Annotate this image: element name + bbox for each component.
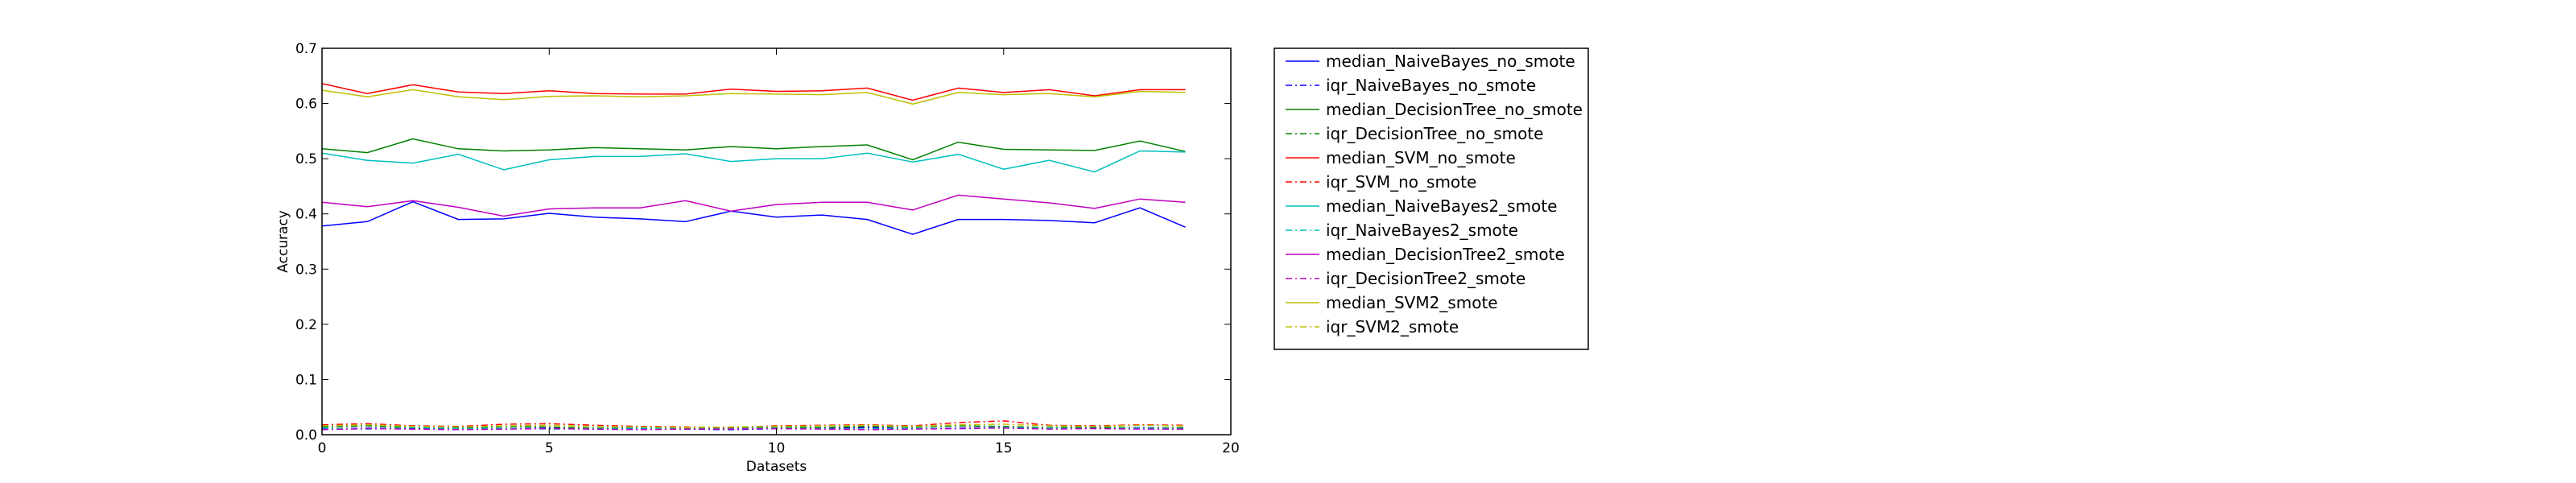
series-lines — [322, 83, 1186, 431]
legend-entry: iqr_SVM2_smote — [1286, 317, 1459, 336]
legend-entry: median_SVM2_smote — [1286, 293, 1498, 312]
plot-area-frame — [321, 47, 1232, 436]
series-line-iqr-naivebayes-no-smote — [322, 427, 1186, 431]
legend-entry: iqr_DecisionTree2_smote — [1286, 269, 1525, 288]
series-line-iqr-svm2-smote — [322, 423, 1186, 428]
series-line-median-decisiontree-no-smote — [322, 138, 1186, 161]
legend-frame — [1274, 47, 1589, 350]
legend-label: median_NaiveBayes2_smote — [1326, 196, 1557, 216]
legend-label: median_SVM2_smote — [1326, 293, 1498, 312]
legend-entry: median_SVM_no_smote — [1286, 148, 1516, 167]
legend-label: iqr_DecisionTree2_smote — [1326, 269, 1525, 288]
y-tick-label: 0.6 — [295, 97, 317, 113]
series-line-median-svm-no-smote — [322, 83, 1186, 101]
series-line-median-svm2-smote — [322, 89, 1186, 105]
y-tick-label: 0.1 — [295, 372, 317, 388]
y-tick-label: 0.3 — [295, 262, 317, 278]
legend-label: iqr_NaiveBayes_no_smote — [1326, 76, 1536, 95]
x-tick-label: 5 — [545, 440, 554, 456]
legend-label: iqr_SVM2_smote — [1326, 317, 1459, 336]
legend-entry: median_DecisionTree_no_smote — [1286, 100, 1583, 119]
x-axis-ticks: 0 5 10 15 20 — [318, 48, 1240, 456]
legend-entry: iqr_NaiveBayes2_smote — [1286, 221, 1518, 240]
series-line-iqr-decisiontree-no-smote — [322, 425, 1186, 430]
x-tick-label: 0 — [318, 440, 327, 456]
y-tick-label: 0.7 — [295, 41, 317, 57]
legend-label: iqr_DecisionTree_no_smote — [1326, 124, 1544, 143]
y-tick-label: 0.4 — [295, 207, 317, 223]
legend-entry: median_NaiveBayes_no_smote — [1286, 52, 1575, 71]
legend: median_NaiveBayes_no_smote iqr_NaiveBayes… — [1274, 47, 1589, 350]
legend-entry: median_NaiveBayes2_smote — [1286, 196, 1557, 216]
series-line-iqr-decisiontree2-smote — [322, 427, 1186, 431]
series-line-median-naivebayes-no-smote — [322, 200, 1186, 235]
y-tick-label: 0.0 — [295, 427, 317, 444]
x-tick-label: 10 — [768, 440, 786, 456]
legend-label: median_NaiveBayes_no_smote — [1326, 52, 1575, 71]
legend-label: iqr_NaiveBayes2_smote — [1326, 221, 1518, 240]
legend-label: median_DecisionTree_no_smote — [1326, 100, 1583, 119]
y-tick-label: 0.5 — [295, 151, 317, 167]
legend-entry: median_DecisionTree2_smote — [1286, 245, 1565, 264]
series-line-median-decisiontree2-smote — [322, 194, 1186, 217]
series-line-iqr-svm-no-smote — [322, 420, 1186, 428]
legend-entry: iqr_DecisionTree_no_smote — [1286, 124, 1544, 143]
legend-entry: iqr_SVM_no_smote — [1286, 172, 1476, 192]
x-axis-label: Datasets — [746, 459, 807, 475]
series-line-iqr-naivebayes2-smote — [322, 427, 1186, 430]
legend-label: median_SVM_no_smote — [1326, 148, 1516, 167]
legend-label: median_DecisionTree2_smote — [1326, 245, 1565, 264]
x-tick-label: 20 — [1222, 440, 1240, 456]
y-axis-ticks: 0.0 0.1 0.2 0.3 0.4 0.5 0.6 0.7 — [295, 41, 1231, 444]
y-axis-label: Accuracy — [275, 210, 291, 273]
x-tick-label: 15 — [995, 440, 1013, 456]
y-tick-label: 0.2 — [295, 317, 317, 333]
legend-label: iqr_SVM_no_smote — [1326, 172, 1476, 192]
series-line-median-naivebayes2-smote — [322, 150, 1186, 173]
legend-entry: iqr_NaiveBayes_no_smote — [1286, 76, 1536, 95]
